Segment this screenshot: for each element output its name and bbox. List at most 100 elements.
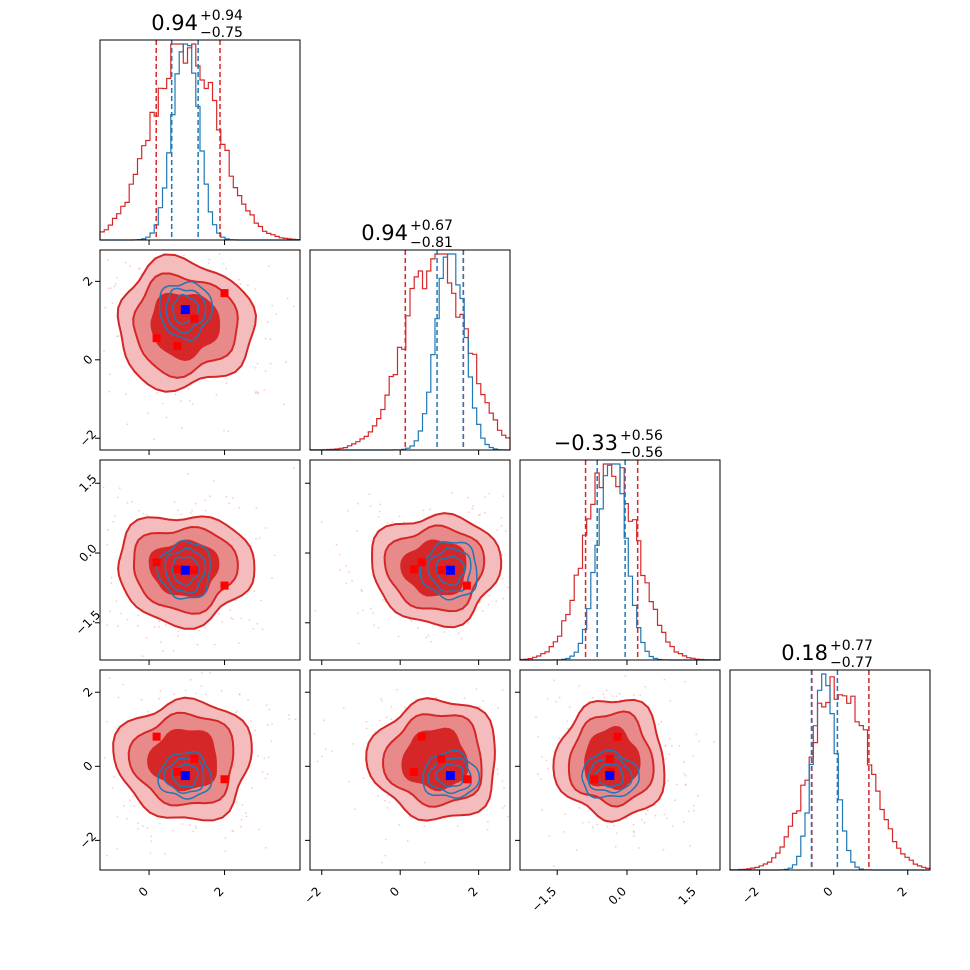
sample-point <box>114 283 117 285</box>
y-tick-label: 0 <box>80 352 95 367</box>
sample-point <box>427 634 430 637</box>
sample-point <box>102 486 105 489</box>
mode-marker-dist-a <box>437 754 446 763</box>
sample-point <box>425 636 427 639</box>
sample-point <box>104 306 107 309</box>
sample-point <box>204 626 207 629</box>
sample-point <box>338 553 341 556</box>
sample-point <box>410 620 413 622</box>
sample-point <box>288 718 291 720</box>
contour-dist-b <box>171 763 199 788</box>
sample-point <box>591 826 594 829</box>
sample-point <box>270 740 273 743</box>
sample-point <box>545 759 548 762</box>
sample-point <box>111 787 114 789</box>
sample-point <box>345 565 348 567</box>
mode-marker-dist-a <box>220 775 229 784</box>
center-marker-dist-b <box>445 771 455 781</box>
sample-point <box>137 624 139 627</box>
sample-point <box>250 787 253 789</box>
sample-point <box>149 852 152 855</box>
sample-point <box>268 708 271 711</box>
sample-point <box>422 509 425 512</box>
sample-point <box>264 777 267 780</box>
sample-point <box>207 262 210 264</box>
sample-point <box>501 689 504 691</box>
sample-point <box>106 854 108 857</box>
histogram-dist-a <box>309 253 511 451</box>
panel-title-lower-error: −0.75 <box>200 25 243 41</box>
sample-point <box>398 824 401 826</box>
sample-point <box>137 509 140 512</box>
sample-point <box>496 768 499 771</box>
sample-point <box>269 362 272 365</box>
sample-point <box>502 597 505 600</box>
sample-point <box>501 780 504 782</box>
sample-point <box>228 502 230 505</box>
sample-point <box>357 612 359 614</box>
mode-marker-dist-a <box>190 314 199 323</box>
sample-point <box>238 506 241 509</box>
contour-dist-b <box>434 763 464 788</box>
sample-point <box>245 812 247 814</box>
sample-point <box>177 630 180 633</box>
sample-point <box>602 693 605 696</box>
sample-point <box>390 718 393 721</box>
sample-point <box>222 263 225 265</box>
sample-point <box>158 822 161 825</box>
sample-point <box>271 304 274 307</box>
contour-level-1 <box>147 729 217 792</box>
sample-point <box>384 838 387 841</box>
sample-point <box>264 527 267 529</box>
sample-point <box>106 528 109 531</box>
sample-point <box>103 350 105 352</box>
sample-point <box>404 706 407 709</box>
sample-point <box>695 733 698 736</box>
panel-title-upper-error: +0.77 <box>830 638 873 654</box>
sample-point <box>397 635 400 638</box>
sample-point <box>264 846 267 849</box>
y-tick-label: 0.0 <box>76 541 99 564</box>
sample-point <box>654 814 657 817</box>
sample-point <box>267 756 270 759</box>
sample-point <box>314 609 317 612</box>
sample-point <box>180 427 183 430</box>
panel-title-upper-error: +0.67 <box>410 218 453 234</box>
sample-point <box>294 718 297 721</box>
mode-marker-dist-a <box>173 767 182 776</box>
sample-point <box>668 753 671 756</box>
sample-point <box>667 779 669 782</box>
sample-point <box>286 297 289 300</box>
sample-point <box>541 809 544 811</box>
sample-point <box>320 521 323 523</box>
sample-point <box>605 689 608 692</box>
sample-point <box>581 821 584 824</box>
sample-point <box>664 757 667 760</box>
panel-background <box>310 250 510 450</box>
sample-point <box>129 799 132 802</box>
sample-point <box>293 467 295 470</box>
contour-dist-b <box>172 556 200 587</box>
sample-point <box>142 825 144 827</box>
panel-title-value: 0.94 <box>151 11 198 35</box>
sample-point <box>416 627 419 629</box>
sample-point <box>108 373 111 376</box>
sample-point <box>563 831 566 833</box>
sample-point <box>241 804 244 806</box>
sample-point <box>150 835 152 838</box>
x-tick-label: 2 <box>211 884 226 899</box>
sample-point <box>430 640 433 643</box>
sample-point <box>147 412 150 415</box>
sample-point <box>194 502 197 505</box>
sample-point <box>377 516 380 518</box>
sample-point <box>678 744 681 747</box>
sample-point <box>615 695 618 697</box>
sample-point <box>391 521 394 523</box>
sample-point <box>316 760 319 763</box>
sample-point <box>675 783 678 786</box>
x-tick-label: 0 <box>821 884 836 899</box>
panel-frame <box>99 459 301 661</box>
sample-point <box>254 392 257 394</box>
contour-dist-b <box>427 757 473 795</box>
sample-point <box>403 521 405 523</box>
